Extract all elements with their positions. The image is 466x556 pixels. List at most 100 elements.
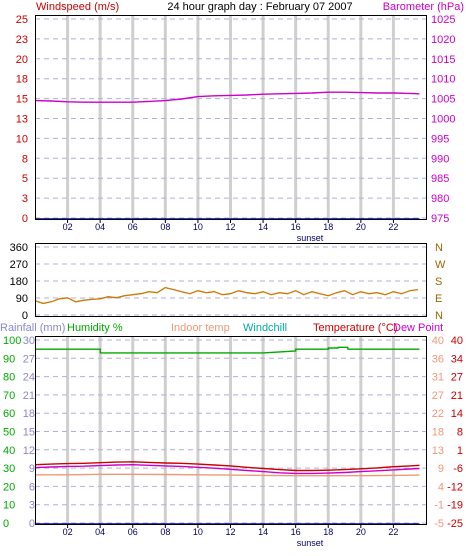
- wind-direction-tick-label: 0: [22, 310, 28, 322]
- windspeed-axis-label: Windspeed (m/s): [36, 1, 119, 13]
- wind-direction-tick-label: 360: [10, 242, 28, 254]
- wind-direction-ticks: 360 270 180 90 0: [10, 242, 28, 322]
- temperature-ticks: 40 34 27 21 14 8 1 -6 -12 -19 -25: [447, 335, 463, 530]
- windspeed-tick-label: 3: [22, 193, 28, 205]
- x-tick-label: 20: [356, 527, 366, 537]
- windspeed-tick-label: 20: [16, 54, 28, 66]
- windspeed-ticks: 25 23 20 18 15 13 10 8 5 3 0: [16, 14, 28, 225]
- barometer-tick-label: 990: [431, 153, 449, 165]
- x-tick-label: 12: [225, 222, 235, 232]
- x-tick-label: 16: [291, 527, 301, 537]
- x-tick-label: 10: [193, 222, 203, 232]
- x-tick-label: 14: [258, 222, 268, 232]
- wind-direction-tick-label: 270: [10, 259, 28, 271]
- rainfall-tick-label: 24: [23, 372, 35, 384]
- x-tick-label: 16: [291, 222, 301, 232]
- barometer-tick-label: 975: [431, 213, 449, 225]
- windspeed-tick-label: 23: [16, 34, 28, 46]
- rainfall-tick-label: 15: [23, 427, 35, 439]
- x-tick-label: 04: [95, 527, 105, 537]
- x-tick-label: 08: [160, 527, 170, 537]
- barometer-tick-label: 1000: [431, 114, 455, 126]
- humidity-tick-label: 20: [3, 481, 15, 493]
- indoor-temp-line: [35, 473, 420, 477]
- wind-direction-series: [34, 286, 418, 305]
- x-tick-label: 02: [63, 222, 73, 232]
- x-tick-label: 22: [388, 222, 398, 232]
- rainfall-tick-label: 0: [29, 518, 35, 530]
- x-tick-label: 20: [356, 222, 366, 232]
- temperature-tick-label: -12: [447, 481, 463, 493]
- top-sunset-label: sunset: [297, 233, 324, 243]
- x-tick-label: 08: [160, 222, 170, 232]
- bottom-x-axis-ticks: 02 04 06 08 10 12 14 16 18 20 22: [63, 524, 398, 537]
- x-tick-label: 06: [128, 222, 138, 232]
- indoor-temp-tick-label: 18: [432, 427, 444, 439]
- barometer-tick-label: 985: [431, 173, 449, 185]
- barometer-axis-label: Barometer (hPa): [383, 1, 464, 13]
- x-tick-label: 06: [128, 527, 138, 537]
- indoor-temp-tick-label: -5: [434, 518, 444, 530]
- x-tick-label: 02: [63, 527, 73, 537]
- x-tick-label: 04: [95, 222, 105, 232]
- legend-temperature: Temperature (°C): [313, 322, 397, 334]
- temperature-tick-label: -25: [447, 518, 463, 530]
- rainfall-tick-label: 12: [23, 445, 35, 457]
- legend-rainfall: Rainfall (mm): [0, 322, 65, 334]
- x-tick-label: 12: [225, 527, 235, 537]
- humidity-tick-label: 90: [3, 353, 15, 365]
- temperature-tick-label: 40: [451, 335, 463, 347]
- top-panel: Windspeed (m/s) 24 hour graph day : Febr…: [16, 1, 464, 243]
- top-grid: [35, 15, 426, 219]
- rainfall-tick-label: 6: [29, 481, 35, 493]
- indoor-temp-tick-label: 4: [438, 481, 444, 493]
- wind-direction-tick-label: 180: [10, 276, 28, 288]
- temperature-tick-label: 34: [451, 353, 463, 365]
- legend-dew-point: Dew Point: [393, 322, 443, 334]
- compass-tick-label: W: [435, 259, 446, 271]
- wind-direction-tick-label: 90: [16, 293, 28, 305]
- x-tick-label: 18: [323, 527, 333, 537]
- barometer-line: [34, 91, 420, 103]
- humidity-tick-label: 80: [3, 372, 15, 384]
- humidity-tick-label: 0: [3, 518, 9, 530]
- compass-tick-label: E: [435, 293, 442, 305]
- temperature-tick-label: 27: [451, 372, 463, 384]
- bottom-legend: Rainfall (mm) Humidity % Indoor temp Windch…: [0, 322, 443, 334]
- rainfall-tick-label: 30: [23, 335, 35, 347]
- barometer-ticks: 1025 1020 1015 1010 1005 1000 995 990 985 980 975: [431, 14, 455, 225]
- bottom-sunset-label: sunset: [297, 538, 324, 548]
- temperature-tick-label: 21: [451, 390, 463, 402]
- indoor-temp-tick-label: 13: [432, 445, 444, 457]
- legend-windchill: Windchill: [243, 322, 287, 334]
- x-tick-label: 14: [258, 527, 268, 537]
- windspeed-tick-label: 5: [22, 173, 28, 185]
- indoor-temp-tick-label: 31: [432, 372, 444, 384]
- indoor-temp-tick-label: 22: [432, 408, 444, 420]
- top-x-axis-ticks: 02 04 06 08 10 12 14 16 18 20 22: [63, 219, 398, 232]
- windspeed-tick-label: 13: [16, 114, 28, 126]
- indoor-temp-tick-label: -1: [434, 500, 444, 512]
- temperature-tick-label: -19: [447, 500, 463, 512]
- humidity-tick-label: 100: [3, 335, 21, 347]
- barometer-tick-label: 1010: [431, 74, 455, 86]
- x-tick-label: 10: [193, 527, 203, 537]
- windspeed-tick-label: 18: [16, 74, 28, 86]
- barometer-tick-label: 995: [431, 133, 449, 145]
- chart-title: 24 hour graph day : February 07 2007: [167, 1, 352, 13]
- barometer-tick-label: 980: [431, 193, 449, 205]
- rainfall-tick-label: 3: [29, 500, 35, 512]
- humidity-tick-label: 70: [3, 390, 15, 402]
- legend-indoor-temp: Indoor temp: [171, 322, 230, 334]
- indoor-temp-tick-label: 9: [438, 463, 444, 475]
- indoor-temp-tick-label: 40: [432, 335, 444, 347]
- rainfall-tick-label: 18: [23, 408, 35, 420]
- x-tick-label: 18: [323, 222, 333, 232]
- barometer-tick-label: 1020: [431, 34, 455, 46]
- wind-direction-line: [34, 286, 418, 305]
- legend-humidity: Humidity %: [67, 322, 123, 334]
